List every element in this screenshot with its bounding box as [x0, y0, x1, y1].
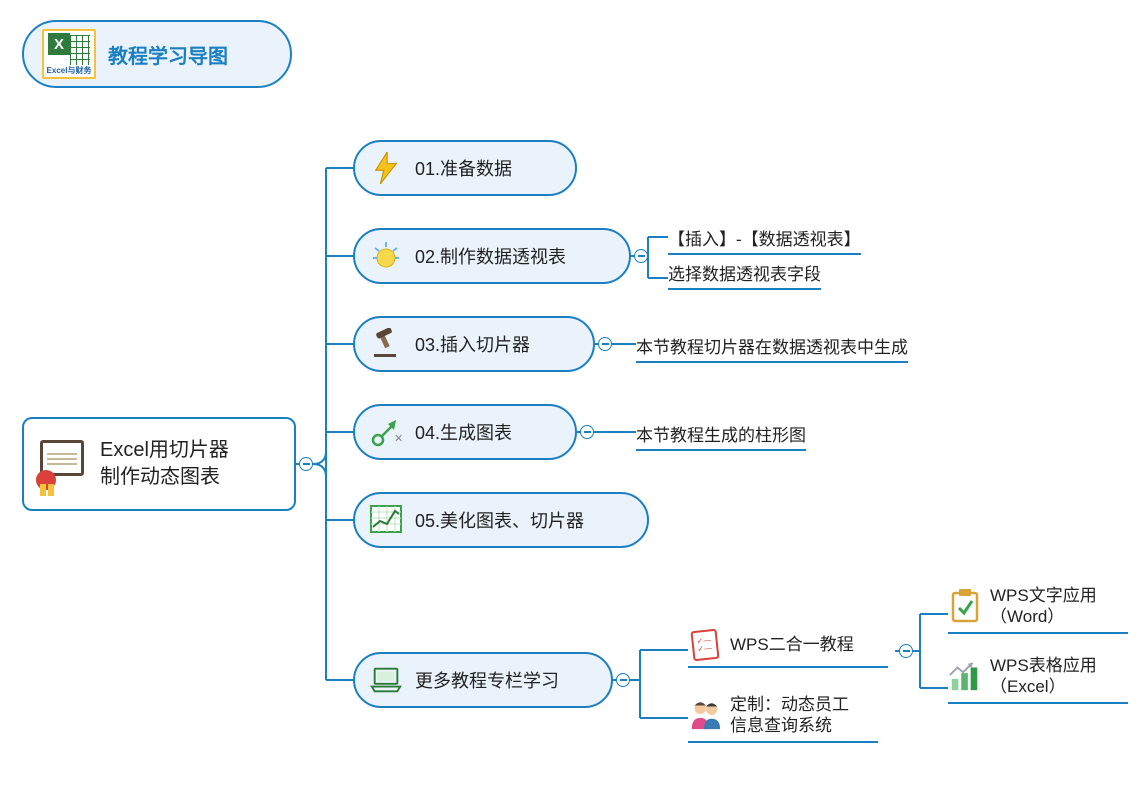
leaf-wps-excel[interactable]: WPS表格应用 （Excel） [948, 655, 1128, 704]
node-toggle[interactable] [580, 425, 594, 439]
excel-finance-badge: X Excel与财务 [42, 29, 96, 79]
excel-grid-icon [70, 35, 90, 65]
gavel-icon [369, 327, 403, 361]
leaf-custom-system[interactable]: 定制：动态员工 信息查询系统 [688, 694, 878, 743]
leaf-select-fields[interactable]: 选择数据透视表字段 [668, 260, 821, 290]
step-04[interactable]: ✕ 04.生成图表 [353, 404, 577, 460]
step-label: 01.准备数据 [415, 155, 512, 181]
step-03[interactable]: 03.插入切片器 [353, 316, 595, 372]
step-02[interactable]: 02.制作数据透视表 [353, 228, 631, 284]
step-label: 04.生成图表 [415, 419, 512, 445]
root-line1: Excel用切片器 [100, 437, 229, 464]
node-toggle[interactable] [598, 337, 612, 351]
checklist-icon: ✓— ✓— [688, 628, 722, 662]
node-toggle[interactable] [634, 249, 648, 263]
leaf-wps-word[interactable]: WPS文字应用 （Word） [948, 585, 1128, 634]
chart-grid-icon [369, 503, 403, 537]
root-label: Excel用切片器 制作动态图表 [100, 437, 229, 491]
lightbulb-icon [369, 239, 403, 273]
step-label: 05.美化图表、切片器 [415, 507, 584, 533]
root-node[interactable]: Excel用切片器 制作动态图表 [22, 417, 296, 511]
clipboard-check-icon [948, 589, 982, 623]
node-toggle[interactable] [899, 644, 913, 658]
people-icon [688, 698, 722, 732]
header-title: 教程学习导图 [108, 40, 228, 69]
root-line2: 制作动态图表 [100, 464, 229, 491]
bar-trend-icon [948, 659, 982, 693]
header-pill: X Excel与财务 教程学习导图 [22, 20, 292, 88]
svg-text:✓—: ✓— [697, 643, 713, 653]
svg-text:✕: ✕ [394, 433, 402, 445]
lightning-icon [369, 151, 403, 185]
step-label: 02.制作数据透视表 [415, 243, 566, 269]
leaf-label: WPS表格应用 （Excel） [990, 655, 1097, 698]
leaf-slicer-note[interactable]: 本节教程切片器在数据透视表中生成 [636, 333, 908, 363]
certificate-icon [34, 436, 90, 492]
leaf-wps-combo[interactable]: ✓— ✓— WPS二合一教程 [688, 628, 888, 668]
excel-x-icon: X [48, 33, 70, 55]
leaf-label: WPS二合一教程 [730, 634, 854, 655]
leaf-label: 定制：动态员工 信息查询系统 [730, 694, 849, 737]
leaf-insert-pivot[interactable]: 【插入】-【数据透视表】 [668, 225, 861, 255]
node-toggle[interactable] [616, 673, 630, 687]
step-label: 更多教程专栏学习 [415, 667, 559, 693]
laptop-icon [369, 663, 403, 697]
arrow-node-icon: ✕ [369, 415, 403, 449]
badge-caption: Excel与财务 [44, 65, 94, 76]
step-01[interactable]: 01.准备数据 [353, 140, 577, 196]
step-06[interactable]: 更多教程专栏学习 [353, 652, 613, 708]
leaf-column-chart-note[interactable]: 本节教程生成的柱形图 [636, 421, 806, 451]
leaf-label: WPS文字应用 （Word） [990, 585, 1097, 628]
step-label: 03.插入切片器 [415, 331, 530, 357]
step-05[interactable]: 05.美化图表、切片器 [353, 492, 649, 548]
node-toggle[interactable] [299, 457, 313, 471]
